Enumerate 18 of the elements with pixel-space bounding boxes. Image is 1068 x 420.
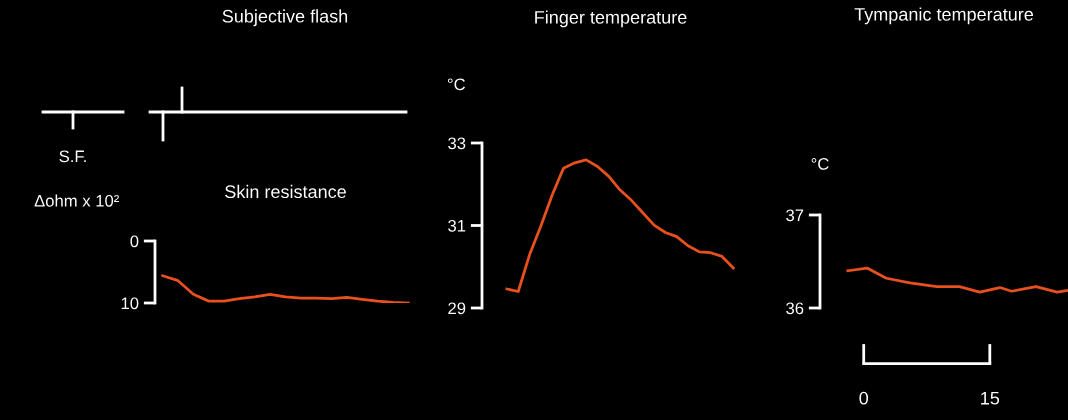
text: Subjective flash	[222, 9, 348, 27]
chart-title: Finger temperature	[535, 10, 687, 28]
y-tick-label: 10	[121, 297, 139, 310]
y-tick-label: 33	[448, 137, 466, 150]
line-series	[505, 158, 735, 293]
y-axis-title: Δohm x 10²	[34, 194, 119, 207]
y-tick-label: 37	[786, 209, 804, 222]
y-axis-title: °C	[447, 78, 466, 91]
y-tick-label: 31	[448, 219, 466, 232]
y-tick-label: 36	[786, 302, 804, 315]
x-tick-label: 15	[981, 392, 1000, 405]
text: S.F.	[59, 150, 86, 163]
chart-title: Skin resistance	[225, 184, 346, 199]
chart-title: Tympanic temperature	[854, 7, 1034, 25]
y-axis-title: °C	[811, 158, 829, 170]
y-tick-label: 29	[448, 302, 466, 315]
line-series	[846, 266, 1068, 294]
line-series	[161, 274, 410, 303]
